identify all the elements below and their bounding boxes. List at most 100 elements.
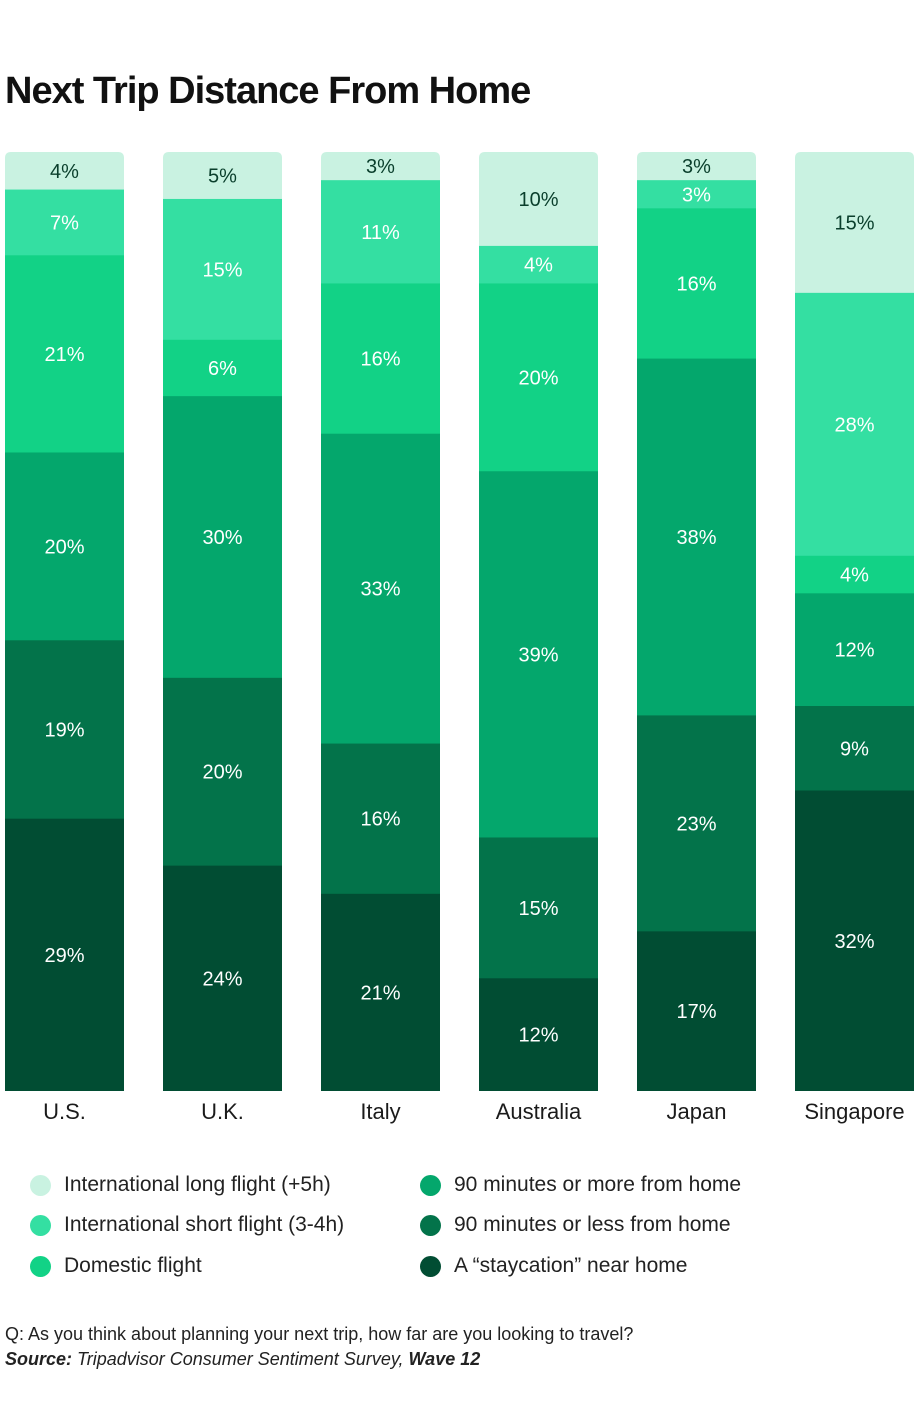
data-label-italy-international-short-flight-3-4h: 11% xyxy=(361,222,400,244)
data-label-u-k-international-short-flight-3-4h: 15% xyxy=(202,259,242,281)
data-label-u-k-90-minutes-or-more-from-home: 30% xyxy=(202,527,242,549)
bar-segment-u-s-90-minutes-or-more-from-home xyxy=(5,452,124,641)
data-label-u-s-a-staycation-near-home: 29% xyxy=(44,945,84,967)
data-label-u-s-international-long-flight-5h: 4% xyxy=(50,161,79,183)
data-label-u-s-international-short-flight-3-4h: 7% xyxy=(50,212,79,234)
data-label-u-s-90-minutes-or-more-from-home: 20% xyxy=(44,536,84,558)
bar-italy xyxy=(321,152,440,1091)
category-label-u-s: U.S. xyxy=(43,1099,86,1124)
data-label-u-k-90-minutes-or-less-from-home: 20% xyxy=(202,762,242,784)
bar-segment-singapore-a-staycation-near-home xyxy=(795,790,914,1091)
data-label-singapore-international-short-flight-3-4h: 28% xyxy=(834,414,874,436)
legend-item-90-less: 90 minutes or less from home xyxy=(420,1210,731,1240)
bar-segment-italy-international-short-flight-3-4h xyxy=(321,180,440,284)
data-label-australia-international-long-flight-5h: 10% xyxy=(518,189,558,211)
bar-segment-japan-international-short-flight-3-4h xyxy=(637,180,756,209)
bar-segment-singapore-90-minutes-or-more-from-home xyxy=(795,593,914,707)
bar-segment-u-k-domestic-flight xyxy=(163,339,282,397)
legend-item-international-short: International short flight (3-4h) xyxy=(30,1210,344,1240)
data-label-singapore-90-minutes-or-less-from-home: 9% xyxy=(840,738,869,760)
legend-item-international-long: International long flight (+5h) xyxy=(30,1170,331,1200)
data-label-singapore-domestic-flight: 4% xyxy=(840,565,869,587)
bar-singapore xyxy=(795,152,914,1091)
bar-segment-australia-90-minutes-or-less-from-home xyxy=(479,837,598,979)
data-label-japan-a-staycation-near-home: 17% xyxy=(676,1001,716,1023)
data-label-japan-domestic-flight: 16% xyxy=(676,273,716,295)
legend-dot-domestic xyxy=(30,1255,51,1277)
bar-segment-u-k-90-minutes-or-less-from-home xyxy=(163,677,282,867)
bar-segment-japan-domestic-flight xyxy=(637,208,756,360)
legend-label-staycation: A “staycation” near home xyxy=(454,1254,688,1277)
data-label-singapore-a-staycation-near-home: 32% xyxy=(834,931,874,953)
data-label-singapore-90-minutes-or-more-from-home: 12% xyxy=(834,640,874,662)
source-wave: Wave 12 xyxy=(408,1349,481,1369)
bar-segment-u-s-90-minutes-or-less-from-home xyxy=(5,640,124,820)
bar-segment-u-k-international-long-flight-5h xyxy=(163,152,282,200)
bar-segment-u-s-international-short-flight-3-4h xyxy=(5,189,124,256)
bar-segment-japan-90-minutes-or-less-from-home xyxy=(637,715,756,932)
bar-segment-u-s-domestic-flight xyxy=(5,255,124,453)
legend-label-90-less: 90 minutes or less from home xyxy=(454,1213,731,1236)
source-text: Tripadvisor Consumer Sentiment Survey, xyxy=(77,1349,404,1369)
bar-segment-u-s-international-long-flight-5h xyxy=(5,152,124,191)
data-label-australia-domestic-flight: 20% xyxy=(518,367,558,389)
data-label-japan-90-minutes-or-less-from-home: 23% xyxy=(676,813,716,835)
source-label: Source: xyxy=(5,1349,73,1369)
category-label-singapore: Singapore xyxy=(804,1099,904,1124)
category-label-italy: Italy xyxy=(360,1099,400,1124)
bar-australia xyxy=(479,152,598,1091)
data-label-japan-international-long-flight-5h: 3% xyxy=(682,156,711,178)
data-label-u-s-90-minutes-or-less-from-home: 19% xyxy=(44,719,84,741)
bar-segment-japan-90-minutes-or-more-from-home xyxy=(637,358,756,716)
legend-dot-international-short xyxy=(30,1214,51,1236)
data-label-singapore-international-long-flight-5h: 15% xyxy=(834,212,874,234)
bar-segment-u-s-a-staycation-near-home xyxy=(5,818,124,1091)
bar-segment-italy-domestic-flight xyxy=(321,283,440,435)
data-label-australia-international-short-flight-3-4h: 4% xyxy=(524,255,553,277)
data-label-italy-international-long-flight-5h: 3% xyxy=(366,156,395,178)
bar-segment-australia-international-short-flight-3-4h xyxy=(479,245,598,284)
data-label-italy-a-staycation-near-home: 21% xyxy=(360,982,400,1004)
bar-japan xyxy=(637,152,756,1091)
bar-segment-japan-international-long-flight-5h xyxy=(637,152,756,181)
bar-segment-u-k-90-minutes-or-more-from-home xyxy=(163,396,282,679)
legend-dot-90-more xyxy=(420,1174,441,1196)
legend-dot-staycation xyxy=(420,1255,441,1277)
bar-segment-u-k-a-staycation-near-home xyxy=(163,865,282,1091)
data-label-japan-90-minutes-or-more-from-home: 38% xyxy=(676,527,716,549)
survey-question: Q: As you think about planning your next… xyxy=(5,1324,634,1344)
data-label-australia-90-minutes-or-less-from-home: 15% xyxy=(518,898,558,920)
legend-dot-90-less xyxy=(420,1214,441,1236)
bar-segment-italy-90-minutes-or-less-from-home xyxy=(321,743,440,895)
bar-segment-australia-domestic-flight xyxy=(479,283,598,472)
legend: International long flight (+5h) Internat… xyxy=(30,1170,890,1290)
bar-segment-italy-90-minutes-or-more-from-home xyxy=(321,433,440,745)
legend-label-international-long: International long flight (+5h) xyxy=(64,1173,331,1196)
bar-segment-singapore-domestic-flight xyxy=(795,555,914,594)
bar-u-k xyxy=(163,152,282,1091)
category-label-u-k: U.K. xyxy=(201,1099,244,1124)
bar-segment-japan-a-staycation-near-home xyxy=(637,931,756,1091)
data-label-u-k-domestic-flight: 6% xyxy=(208,358,237,380)
bar-segment-singapore-international-short-flight-3-4h xyxy=(795,292,914,557)
category-label-japan: Japan xyxy=(667,1099,727,1124)
source-note: Source: Tripadvisor Consumer Sentiment S… xyxy=(5,1347,633,1372)
data-label-japan-international-short-flight-3-4h: 3% xyxy=(682,184,711,206)
data-label-australia-a-staycation-near-home: 12% xyxy=(518,1025,558,1047)
bar-segment-australia-90-minutes-or-more-from-home xyxy=(479,471,598,838)
legend-item-90-more: 90 minutes or more from home xyxy=(420,1170,741,1200)
bar-segment-australia-international-long-flight-5h xyxy=(479,152,598,247)
data-label-australia-90-minutes-or-more-from-home: 39% xyxy=(518,644,558,666)
data-label-u-k-a-staycation-near-home: 24% xyxy=(202,968,242,990)
bar-segment-singapore-90-minutes-or-less-from-home xyxy=(795,706,914,792)
legend-dot-international-long xyxy=(30,1174,51,1196)
data-label-italy-90-minutes-or-less-from-home: 16% xyxy=(360,809,400,831)
bar-segment-singapore-international-long-flight-5h xyxy=(795,152,914,294)
bar-segment-italy-international-long-flight-5h xyxy=(321,152,440,181)
legend-label-90-more: 90 minutes or more from home xyxy=(454,1173,742,1196)
legend-label-international-short: International short flight (3-4h) xyxy=(64,1213,345,1236)
chart-title: Next Trip Distance From Home xyxy=(5,70,531,112)
bar-segment-italy-a-staycation-near-home xyxy=(321,893,440,1091)
data-label-italy-90-minutes-or-more-from-home: 33% xyxy=(360,579,400,601)
legend-item-domestic: Domestic flight xyxy=(30,1251,202,1281)
